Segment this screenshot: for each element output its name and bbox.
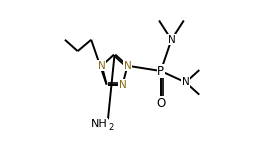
Text: P: P <box>157 64 164 78</box>
Text: 2: 2 <box>108 123 114 132</box>
Text: N: N <box>168 35 175 45</box>
Text: N: N <box>123 61 131 71</box>
Text: NH: NH <box>91 119 108 129</box>
Text: N: N <box>182 77 189 87</box>
Text: O: O <box>156 97 165 110</box>
Text: N: N <box>119 80 126 90</box>
Text: N: N <box>98 61 106 71</box>
